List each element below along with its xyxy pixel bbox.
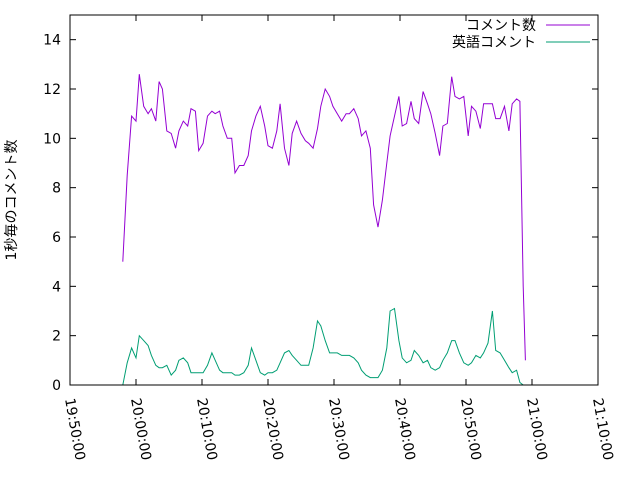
plot-border <box>69 14 599 386</box>
y-axis-label: 1秒毎のコメント数 <box>4 140 20 261</box>
y-tick-label: 12 <box>43 82 61 98</box>
plot-lines <box>122 74 526 386</box>
y-tick-label: 2 <box>52 329 61 345</box>
legend: コメント数 英語コメント <box>452 18 590 51</box>
y-tick-label: 8 <box>52 181 61 197</box>
y-tick-label: 10 <box>43 131 61 147</box>
series-line-1 <box>122 307 524 386</box>
legend-label-comments: コメント数 <box>466 18 536 34</box>
y-tick-label: 6 <box>52 230 61 246</box>
y-tick-label: 4 <box>52 279 61 295</box>
x-tick-labels: 19:50:00 20:00:00 20:10:00 20:20:00 20:30:00… <box>61 397 616 462</box>
legend-label-english-comments: 英語コメント <box>452 34 536 51</box>
series-line-0 <box>122 74 526 361</box>
y-tick-labels: 0 2 4 6 8 10 12 14 <box>43 33 61 394</box>
y-tick-label: 0 <box>52 378 61 394</box>
axis-ticks <box>70 15 598 385</box>
y-tick-label: 14 <box>43 33 61 49</box>
